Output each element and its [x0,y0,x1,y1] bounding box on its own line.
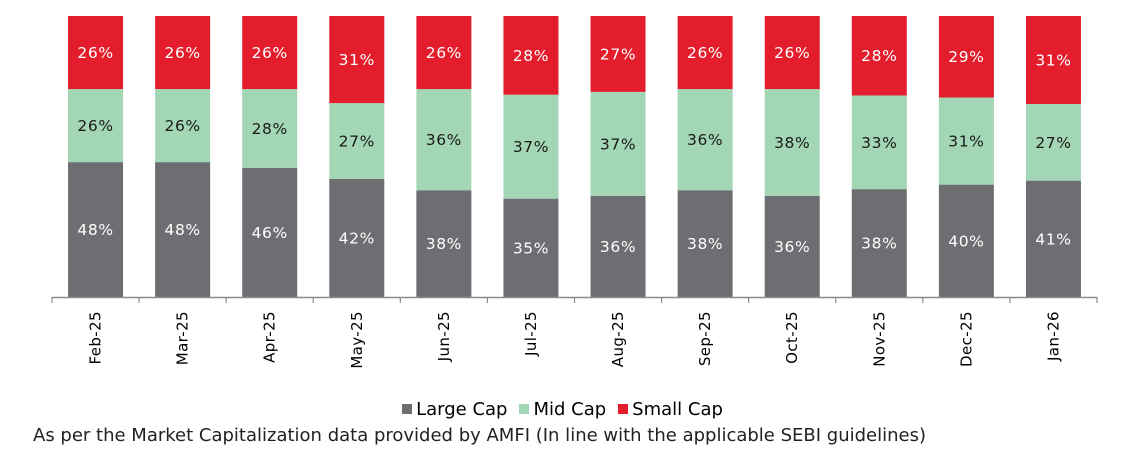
data-label-small-cap-oct-25: 26% [774,44,810,62]
x-tick-label-dec-25: Dec-25 [957,311,975,367]
bar-small-cap-aug-25 [590,16,646,92]
data-label-mid-cap-mar-25: 26% [164,117,200,135]
data-label-mid-cap-feb-25: 26% [77,117,113,135]
data-label-mid-cap-dec-25: 31% [948,133,984,151]
bar-mid-cap-sep-25 [677,89,733,191]
data-label-large-cap-sep-25: 38% [687,235,723,253]
data-label-mid-cap-sep-25: 36% [687,131,723,149]
bar-mid-cap-feb-25 [68,89,124,163]
x-tick-label-feb-25: Feb-25 [87,311,105,364]
data-label-mid-cap-nov-25: 33% [861,134,897,152]
bar-large-cap-apr-25 [242,167,298,297]
bar-small-cap-jan-26 [1025,16,1081,104]
x-tick-label-may-25: May-25 [348,311,366,369]
x-tick-label-nov-25: Nov-25 [870,311,888,367]
x-tick-label-jan-26: Jan-26 [1044,311,1062,362]
data-label-large-cap-jun-25: 38% [426,235,462,253]
data-label-large-cap-jul-25: 35% [513,239,549,257]
data-label-large-cap-nov-25: 38% [861,235,897,253]
data-label-small-cap-apr-25: 26% [252,44,288,62]
legend-swatch-large-cap [402,404,413,414]
x-tick-label-oct-25: Oct-25 [783,311,801,364]
data-label-mid-cap-may-25: 27% [339,133,375,151]
bar-mid-cap-jun-25 [416,89,472,191]
data-label-small-cap-aug-25: 27% [600,45,636,63]
bar-small-cap-mar-25 [155,16,211,90]
bar-small-cap-feb-25 [68,16,124,90]
data-label-mid-cap-aug-25: 37% [600,135,636,153]
legend-swatch-mid-cap [519,404,530,414]
legend-label-small-cap: Small Cap [632,398,723,420]
bar-large-cap-may-25 [329,178,385,297]
data-label-large-cap-mar-25: 48% [164,221,200,239]
bar-large-cap-feb-25 [68,162,124,297]
data-label-large-cap-apr-25: 46% [252,224,288,242]
bar-small-cap-sep-25 [677,16,733,90]
data-label-large-cap-oct-25: 36% [774,238,810,256]
data-label-small-cap-dec-25: 29% [948,48,984,66]
bar-large-cap-oct-25 [764,195,820,297]
data-label-large-cap-may-25: 42% [339,229,375,247]
data-label-large-cap-dec-25: 40% [948,232,984,250]
legend-swatch-small-cap [618,404,629,414]
bar-mid-cap-jul-25 [503,94,559,199]
bar-mid-cap-dec-25 [938,97,994,185]
legend-item-mid-cap: Mid Cap [519,399,606,420]
legend-item-large-cap: Large Cap [402,399,507,420]
bar-small-cap-jun-25 [416,16,472,90]
chart-canvas: 48% 26% 26% 48% 26% 26% 46% 28% 26% 42% 27% 31% 38% 3… [51,16,1098,369]
bar-mid-cap-jan-26 [1025,103,1081,181]
chart-footnote: As per the Market Capitalization data pr… [33,425,926,446]
data-label-small-cap-mar-25: 26% [164,44,200,62]
bar-mid-cap-nov-25 [851,95,907,190]
data-label-large-cap-jan-26: 41% [1035,230,1071,248]
bar-large-cap-nov-25 [851,189,907,297]
data-label-small-cap-jan-26: 31% [1035,51,1071,69]
data-label-large-cap-aug-25: 36% [600,238,636,256]
bar-small-cap-dec-25 [938,16,994,98]
bar-large-cap-jun-25 [416,190,472,297]
data-label-mid-cap-jul-25: 37% [513,138,549,156]
bar-small-cap-apr-25 [242,16,298,90]
bar-small-cap-nov-25 [851,16,907,96]
data-label-small-cap-feb-25: 26% [77,44,113,62]
bar-large-cap-sep-25 [677,190,733,297]
data-label-small-cap-nov-25: 28% [861,47,897,65]
bar-mid-cap-mar-25 [155,89,211,163]
x-tick-label-apr-25: Apr-25 [261,311,279,363]
bar-mid-cap-aug-25 [590,91,646,196]
legend-label-mid-cap: Mid Cap [533,398,607,420]
x-tick-label-jul-25: Jul-25 [522,311,540,357]
x-tick-label-sep-25: Sep-25 [696,311,714,366]
bar-large-cap-aug-25 [590,195,646,297]
chart-legend: Large Cap Mid Cap Small Cap [0,398,1125,420]
data-label-small-cap-jul-25: 28% [513,47,549,65]
bar-mid-cap-apr-25 [242,89,298,168]
bar-large-cap-jul-25 [503,198,559,297]
data-label-small-cap-jun-25: 26% [426,44,462,62]
data-label-mid-cap-oct-25: 38% [774,134,810,152]
bar-mid-cap-oct-25 [764,89,820,196]
bar-mid-cap-may-25 [329,103,385,179]
data-label-mid-cap-jan-26: 27% [1035,134,1071,152]
bar-large-cap-jan-26 [1025,180,1081,297]
bar-large-cap-dec-25 [938,184,994,297]
data-label-small-cap-may-25: 31% [339,51,375,69]
bar-small-cap-jul-25 [503,16,559,95]
x-tick-label-jun-25: Jun-25 [435,311,453,362]
data-label-small-cap-sep-25: 26% [687,44,723,62]
data-label-mid-cap-apr-25: 28% [252,120,288,138]
bar-small-cap-oct-25 [764,16,820,90]
bar-small-cap-may-25 [329,16,385,104]
legend-item-small-cap: Small Cap [618,399,723,420]
x-tick-label-aug-25: Aug-25 [609,311,627,367]
legend-label-large-cap: Large Cap [416,398,508,420]
data-label-mid-cap-jun-25: 36% [426,131,462,149]
x-tick-label-mar-25: Mar-25 [174,311,192,365]
bar-large-cap-mar-25 [155,162,211,297]
data-label-large-cap-feb-25: 48% [77,221,113,239]
